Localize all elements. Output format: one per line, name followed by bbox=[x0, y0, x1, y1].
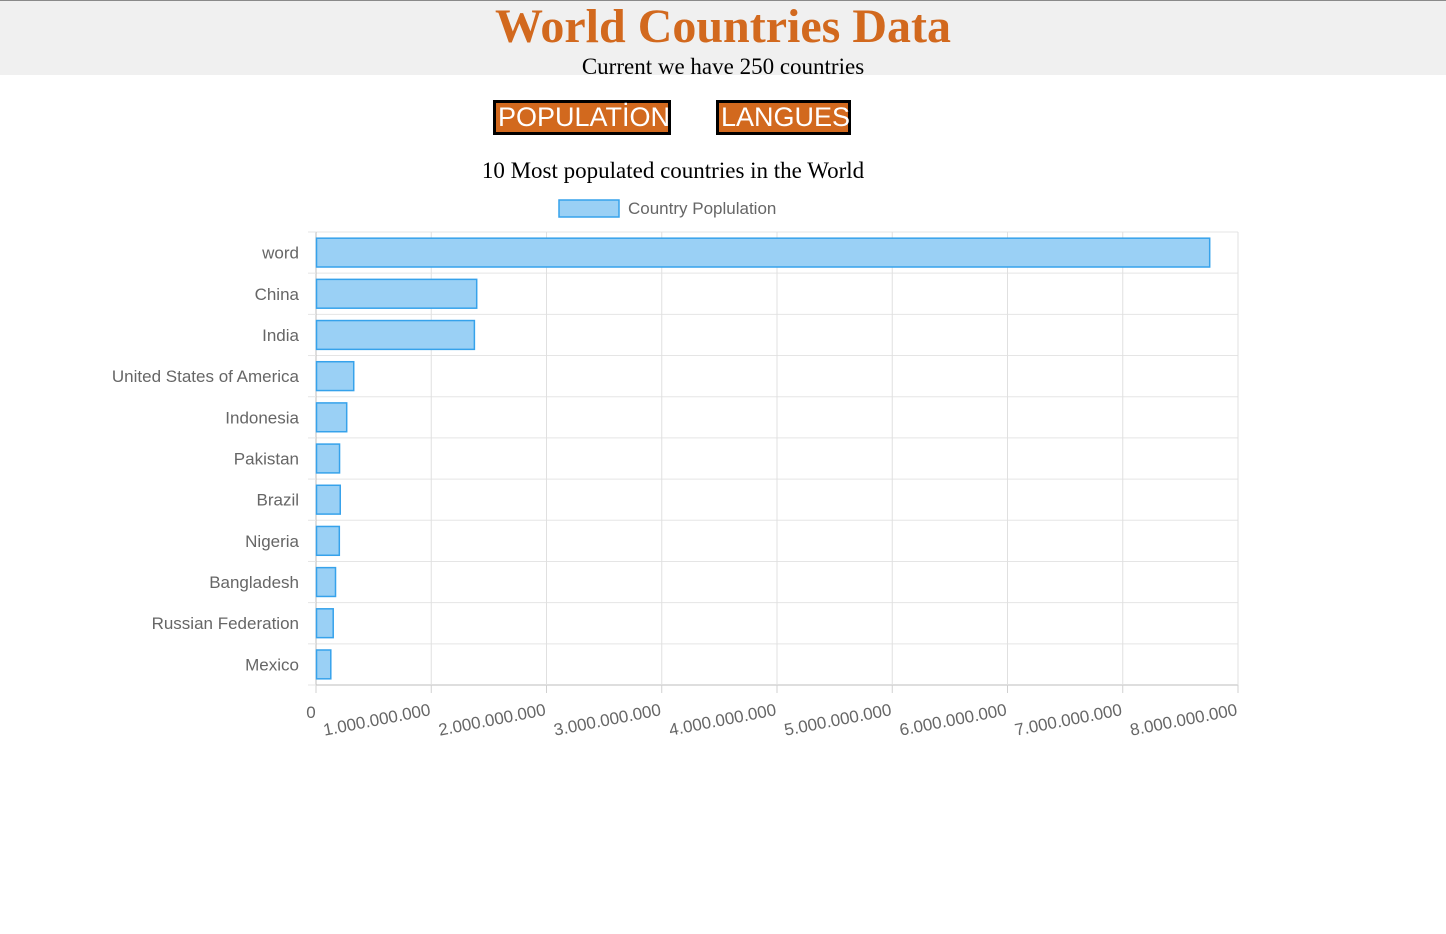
bar bbox=[315, 525, 341, 557]
chart-legend: Country Poplulation bbox=[558, 199, 776, 218]
category-label: Pakistan bbox=[234, 450, 299, 469]
category-label: word bbox=[261, 244, 299, 263]
category-label: China bbox=[255, 285, 300, 304]
x-tick-label: 8.000.000.000 bbox=[1128, 700, 1238, 739]
page-header: World Countries Data Current we have 250… bbox=[0, 0, 1446, 79]
category-label: Russian Federation bbox=[152, 614, 299, 633]
legend-label[interactable]: Country Poplulation bbox=[628, 199, 776, 218]
x-tick-label: 4.000.000.000 bbox=[667, 700, 777, 739]
category-label: Nigeria bbox=[245, 532, 299, 551]
x-tick-label: 1.000.000.000 bbox=[322, 700, 432, 739]
x-tick-label: 3.000.000.000 bbox=[552, 700, 662, 739]
x-tick-label: 7.000.000.000 bbox=[1013, 700, 1123, 739]
bar bbox=[315, 649, 332, 680]
bar bbox=[315, 237, 1211, 268]
chart-title: 10 Most populated countries in the World bbox=[481, 158, 865, 183]
bar bbox=[315, 443, 341, 474]
bar bbox=[315, 360, 355, 392]
languages-button[interactable]: LANGUES bbox=[716, 100, 851, 135]
bar bbox=[315, 484, 341, 515]
bar bbox=[315, 278, 478, 309]
category-label: Indonesia bbox=[225, 408, 299, 427]
category-label: Brazil bbox=[256, 491, 299, 510]
x-tick-label: 5.000.000.000 bbox=[783, 700, 893, 739]
category-label: India bbox=[262, 326, 299, 345]
bar bbox=[315, 608, 334, 639]
category-label: United States of America bbox=[112, 367, 300, 386]
x-tick-label: 2.000.000.000 bbox=[437, 700, 547, 739]
legend-swatch[interactable] bbox=[558, 199, 620, 218]
x-tick-label: 0 bbox=[306, 703, 315, 722]
bar bbox=[315, 319, 476, 351]
page-title: World Countries Data bbox=[495, 0, 951, 53]
category-label: Bangladesh bbox=[209, 573, 299, 592]
population-button[interactable]: POPULATİON bbox=[493, 100, 671, 135]
bar bbox=[315, 566, 337, 598]
x-tick-label: 6.000.000.000 bbox=[898, 700, 1008, 739]
bar bbox=[315, 402, 348, 433]
country-count-text: Current we have 250 countries bbox=[581, 54, 865, 79]
category-label: Mexico bbox=[245, 655, 299, 674]
